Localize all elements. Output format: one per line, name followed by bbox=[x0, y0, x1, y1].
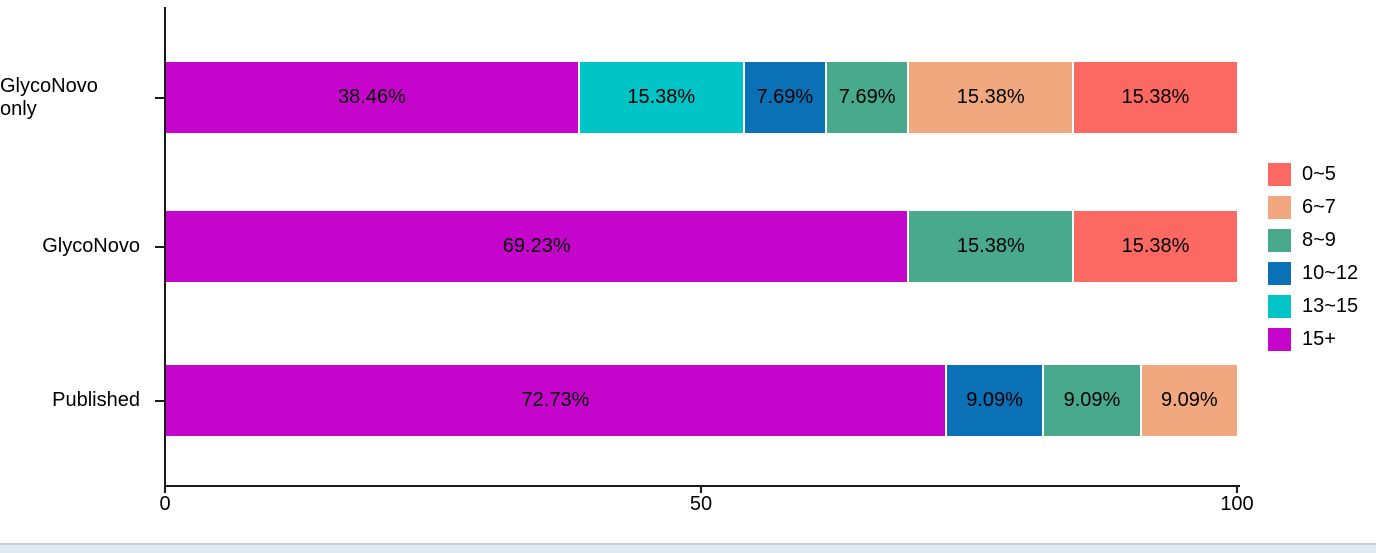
legend-swatch bbox=[1268, 229, 1291, 252]
legend-swatch bbox=[1268, 196, 1291, 219]
x-tick-mark bbox=[1236, 487, 1238, 493]
x-tick-mark bbox=[164, 487, 166, 493]
bar-segment: 15.38% bbox=[1072, 62, 1237, 133]
bar-segment: 15.38% bbox=[577, 62, 743, 133]
category-label: Published bbox=[52, 389, 140, 411]
bar-segment: 9.09% bbox=[1139, 365, 1237, 436]
category-label: GlycoNovo bbox=[42, 235, 140, 257]
legend-label: 0~5 bbox=[1302, 163, 1336, 185]
bar-row: 38.46% 15.38% 7.69% 7.69% 15.38% 15.38% bbox=[166, 62, 1237, 133]
bar-segment: 15.38% bbox=[907, 211, 1073, 282]
legend-label: 6~7 bbox=[1302, 196, 1336, 218]
bar-segment: 9.09% bbox=[944, 365, 1043, 436]
y-axis-line bbox=[164, 7, 166, 487]
bar-row: 69.23% 15.38% 15.38% bbox=[166, 211, 1237, 282]
y-tick-mark bbox=[155, 400, 164, 402]
legend-entry: 13~15 bbox=[1268, 295, 1358, 318]
x-axis-line bbox=[164, 485, 1240, 487]
bar-segment: 7.69% bbox=[824, 62, 908, 133]
bar-segment: 15.38% bbox=[1072, 211, 1237, 282]
x-tick-mark bbox=[700, 487, 702, 493]
bar-segment: 38.46% bbox=[166, 62, 578, 133]
legend-entry: 0~5 bbox=[1268, 163, 1358, 186]
legend-swatch bbox=[1268, 262, 1291, 285]
bar-segment: 15.38% bbox=[907, 62, 1073, 133]
y-tick-mark bbox=[155, 97, 164, 99]
legend-label: 13~15 bbox=[1302, 295, 1359, 317]
legend-swatch bbox=[1268, 328, 1291, 351]
legend-label: 15+ bbox=[1302, 328, 1336, 350]
bar-row: 72.73% 9.09% 9.09% 9.09% bbox=[166, 365, 1237, 436]
bar-segment: 69.23% bbox=[166, 211, 908, 282]
legend-swatch bbox=[1268, 295, 1291, 318]
legend-entry: 15+ bbox=[1268, 328, 1358, 351]
legend-entry: 8~9 bbox=[1268, 229, 1358, 252]
bar-segment: 9.09% bbox=[1042, 365, 1140, 436]
legend-entry: 10~12 bbox=[1268, 262, 1358, 285]
legend: 0~5 6~7 8~9 10~12 13~15 15+ bbox=[1268, 163, 1358, 351]
x-tick-label: 50 bbox=[689, 493, 713, 515]
category-label: GlycoNovo only bbox=[0, 74, 98, 120]
bar-segment: 7.69% bbox=[742, 62, 825, 133]
bar-segment: 72.73% bbox=[166, 365, 945, 436]
x-tick-label: 0 bbox=[159, 493, 171, 515]
window-bottom-edge bbox=[0, 543, 1376, 553]
legend-label: 8~9 bbox=[1302, 229, 1336, 251]
legend-entry: 6~7 bbox=[1268, 196, 1358, 219]
x-tick-label: 100 bbox=[1220, 493, 1254, 515]
legend-label: 10~12 bbox=[1302, 262, 1359, 284]
legend-swatch bbox=[1268, 163, 1291, 186]
y-tick-mark bbox=[155, 246, 164, 248]
